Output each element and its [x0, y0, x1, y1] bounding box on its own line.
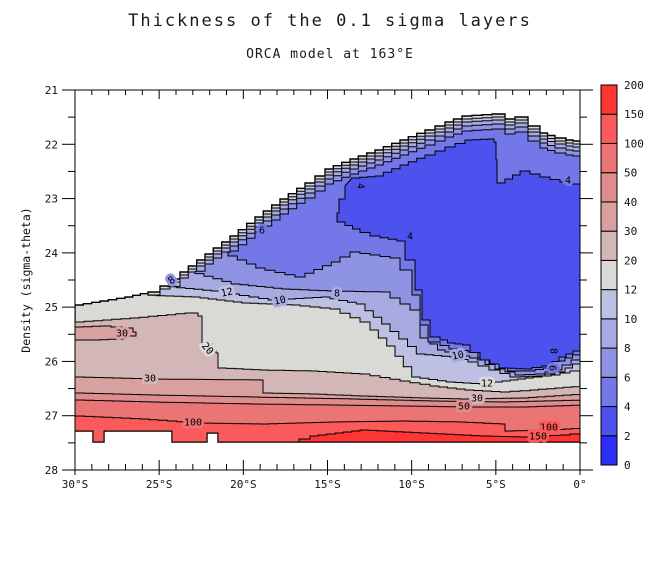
colorbar-label: 100: [624, 137, 644, 150]
y-tick-label: 24: [45, 247, 59, 260]
colorbar-segment: [600, 318, 618, 349]
contour-label: 8: [334, 289, 340, 300]
colorbar-label: 200: [624, 79, 644, 92]
x-tick-label: 25°S: [146, 478, 173, 491]
x-tick-label: 30°S: [62, 478, 89, 491]
contour-label: 4: [407, 232, 413, 243]
colorbar-label: 0: [624, 459, 631, 472]
contour-label: 30: [144, 374, 156, 385]
colorbar-segment: [600, 84, 618, 115]
colorbar-segment: [600, 347, 618, 378]
colorbar-segment: [600, 113, 618, 144]
colorbar-segment: [600, 259, 618, 291]
x-tick-label: 0°: [573, 478, 586, 491]
contour-label: 50: [458, 402, 470, 413]
colorbar-label: 50: [624, 167, 637, 180]
y-tick-label: 25: [45, 301, 58, 314]
contour-label: 4: [565, 176, 571, 187]
contour-label: 4: [355, 183, 366, 189]
chart-title: Thickness of the 0.1 sigma layers: [128, 11, 532, 31]
contour-bands: [75, 113, 580, 443]
contour-label: 30: [471, 394, 483, 405]
colorbar-label: 6: [624, 371, 631, 384]
contour-label: 6: [259, 226, 265, 237]
colorbar-label: 4: [624, 401, 631, 414]
x-tick-label: 20°S: [230, 478, 257, 491]
contour-label: 12: [481, 379, 493, 390]
x-tick-label: 5°S: [486, 478, 506, 491]
y-tick-label: 23: [45, 193, 58, 206]
colorbar-segment: [600, 406, 618, 437]
colorbar-label: 2: [624, 430, 631, 443]
contour-label: 150: [529, 432, 547, 443]
colorbar-label: 8: [624, 342, 631, 355]
colorbar-segment: [600, 172, 618, 203]
x-tick-label: 10°S: [398, 478, 425, 491]
x-tick-label: 15°S: [314, 478, 341, 491]
colorbar-label: 10: [624, 313, 637, 326]
colorbar-label: 20: [624, 254, 637, 267]
colorbar-label: 30: [624, 225, 637, 238]
contour-label: 100: [184, 418, 202, 429]
contour-label: 30: [116, 329, 128, 340]
contour-label: 100: [540, 423, 558, 434]
chart-subtitle: ORCA model at 163°E: [246, 47, 414, 62]
y-tick-label: 28: [45, 464, 58, 477]
region-loop-30: [75, 325, 137, 341]
y-tick-label: 27: [45, 410, 58, 423]
colorbar-label: 40: [624, 196, 637, 209]
y-tick-label: 22: [45, 138, 58, 151]
region-core-2-4: [336, 138, 580, 370]
colorbar-segment: [600, 142, 618, 174]
colorbar: 0 2 4 6 8 10 12 20 30 40 50 100 150 200: [600, 79, 644, 472]
contour-label: 8: [548, 348, 559, 354]
region-band-gt150: [288, 429, 580, 443]
colorbar-segment: [600, 230, 618, 261]
colorbar-segment: [600, 289, 618, 320]
axis-ticks: [62, 89, 593, 475]
colorbar-segment: [600, 201, 618, 232]
colorbar-label: 150: [624, 108, 644, 121]
y-tick-label: 21: [45, 84, 58, 97]
colorbar-segment: [600, 435, 618, 466]
colorbar-label: 12: [624, 284, 637, 297]
y-tick-label: 26: [45, 355, 58, 368]
colorbar-segment: [600, 376, 618, 408]
contour-label: 6: [547, 365, 558, 371]
